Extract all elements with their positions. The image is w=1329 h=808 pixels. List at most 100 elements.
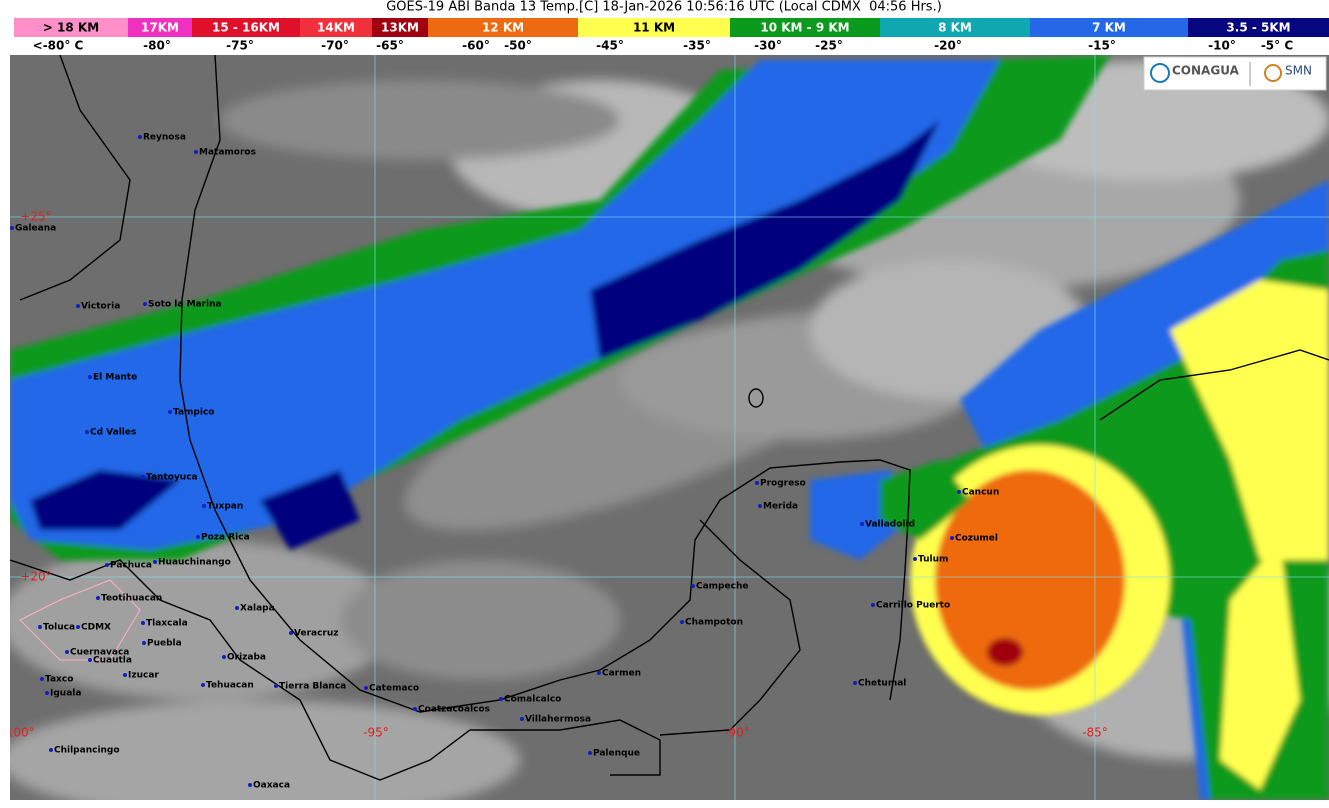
city-dot [289,631,293,635]
grid-label: +25° [20,210,51,224]
city-label: Soto la Marina [148,300,222,310]
city-label: Tampico [173,408,214,418]
city-dot [38,625,42,629]
city-label: Catemaco [369,684,419,694]
conagua-icon [1150,63,1170,83]
temp-label: -20° [934,39,962,53]
city-label: Tuxpan [207,502,243,512]
city-label: Teotihuacan [101,594,162,604]
legend-label: > 18 KM [43,21,99,35]
city-dot [49,748,53,752]
city-dot [85,430,89,434]
title: GOES-19 ABI Banda 13 Temp.[C] 18-Jan-202… [386,0,942,15]
temp-label: -50° [504,39,532,53]
legend-label: 17KM [141,21,179,35]
city-dot [143,302,147,306]
temp-label: -15° [1088,39,1116,53]
city-label: CDMX [81,623,111,633]
city-dot [45,691,49,695]
city-dot [680,620,684,624]
legend-swatch [1030,18,1188,37]
city-dot [96,596,100,600]
logo-box: CONAGUA SMN [1143,56,1327,91]
legend-label: 7 KM [1092,21,1126,35]
city-label: Comalcalco [504,695,561,705]
city-label: Reynosa [143,133,186,143]
city-label: Campeche [696,582,748,592]
city-label: Oaxaca [253,781,290,791]
legend-label: 3.5 - 5KM [1226,21,1290,35]
city-label: Tulum [918,555,948,565]
legend-swatch [1188,18,1329,37]
city-dot [235,606,239,610]
city-dot [65,650,69,654]
temp-label: -65° [376,39,404,53]
city-dot [88,658,92,662]
city-dot [153,560,157,564]
city-dot [222,655,226,659]
city-label: Villahermosa [525,715,591,725]
city-label: Pachuca [110,561,152,571]
city-label: Carrillo Puerto [876,601,950,611]
city-dot [364,686,368,690]
temp-label: -70° [321,39,349,53]
legend-swatch [372,18,428,37]
city-dot [194,150,198,154]
city-label: Huauchinango [158,558,231,568]
cities: Reynosa Matamoros Galeana Victoria Soto la M… [10,133,999,791]
city-dot [76,304,80,308]
city-label: Victoria [81,302,120,312]
city-dot [141,621,145,625]
legend-label: 10 KM - 9 KM [760,21,849,35]
city-dot [860,522,864,526]
city-dot [202,504,206,508]
city-label: Poza Rica [201,533,250,543]
city-label: Matamoros [199,148,256,158]
legend-swatch [880,18,1030,37]
city-dot [853,681,857,685]
city-label: Cuernavaca [70,648,129,658]
city-label: Taxco [45,675,73,685]
city-dot [597,671,601,675]
temp-label: -80° [143,39,171,53]
city-dot [913,557,917,561]
city-dot [168,410,172,414]
grid-labels: +25° +20° -100° -95° -90° -85° [10,210,1108,740]
logo-panel [1143,56,1327,91]
city-label: Palenque [593,749,640,759]
city-dot [88,375,92,379]
smn-icon [1264,64,1282,82]
city-label: Cozumel [955,534,998,544]
temp-label: -35° [683,39,711,53]
city-label: Chilpancingo [54,746,120,756]
city-label: Cuautla [93,656,132,666]
temp-label: -75° [226,39,254,53]
city-dot [950,536,954,540]
city-dot [758,504,762,508]
graticule [10,55,1329,800]
city-label: Xalapa [240,604,275,614]
city-label: Veracruz [294,629,339,639]
city-label: Puebla [147,639,182,649]
legend-swatch [14,18,128,37]
legend-label: 13KM [381,21,419,35]
city-dot [76,625,80,629]
temp-label: -60° [462,39,490,53]
city-dot [138,135,142,139]
city-dot [105,563,109,567]
city-dot [957,490,961,494]
city-label: Valladolid [865,520,915,530]
city-label: Izucar [128,671,159,681]
city-label: Cd Valles [90,428,136,438]
city-dot [142,641,146,645]
legend-label: 15 - 16KM [212,21,280,35]
cloud-band [10,55,1329,800]
map: Reynosa Matamoros Galeana Victoria Soto la M… [10,55,1329,800]
city-label: Merida [763,502,798,512]
city-dot [248,783,252,787]
grid-label: -85° [1082,726,1108,740]
legend-swatch [300,18,372,37]
city-label: Carmen [602,669,641,679]
